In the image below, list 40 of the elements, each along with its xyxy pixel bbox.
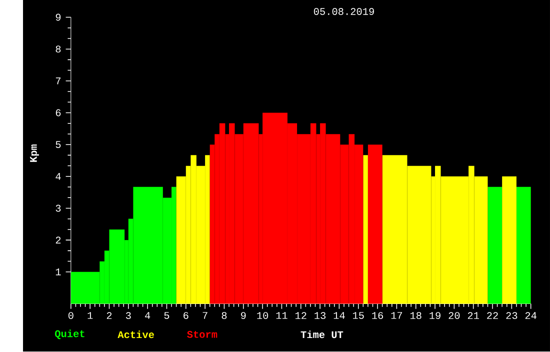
x-tick-label: 6: [184, 312, 188, 320]
y-tick-label: 4: [56, 173, 61, 180]
x-tick-label: 12: [295, 312, 306, 320]
y-tick-label: 8: [56, 46, 61, 53]
y-tick-label: 3: [56, 204, 61, 212]
y-axis-title: Kpm: [30, 144, 39, 162]
x-tick-label: 2: [106, 312, 112, 320]
x-tick-label: 5: [164, 312, 170, 320]
chart-title: 05.08.2019: [314, 8, 374, 16]
x-tick-label: 18: [410, 312, 422, 320]
text: Active: [118, 330, 154, 338]
y-tick-label: 7: [56, 78, 60, 84]
y-tick-label: 1: [56, 268, 61, 276]
x-tick-label: 7: [202, 312, 208, 319]
x-tick-label: 22: [487, 312, 498, 320]
x-tick-label: 15: [352, 312, 364, 320]
x-tick-label: 0: [68, 312, 74, 320]
x-tick-label: 23: [506, 312, 518, 320]
x-tick-label: 1: [88, 312, 93, 319]
x-tick-label: 9: [241, 312, 246, 320]
y-tick-label: 9: [56, 14, 61, 21]
x-tick-label: 19: [430, 312, 440, 320]
x-tick-label: 20: [448, 312, 460, 320]
y-tick-label: 5: [56, 141, 61, 148]
x-tick-label: 4: [145, 312, 150, 319]
x-tick-label: 10: [257, 312, 268, 320]
x-tick-label: 21: [468, 312, 479, 320]
x-tick-label: 24: [525, 312, 536, 320]
x-tick-label: 17: [391, 312, 402, 319]
x-tick-label: 13: [314, 312, 326, 320]
x-tick-label: 16: [372, 312, 383, 320]
text: Storm: [187, 331, 218, 338]
x-axis-title: Time UT: [300, 330, 344, 338]
text: Quiet: [54, 330, 84, 340]
y-tick-label: 2: [56, 236, 61, 244]
x-tick-label: 11: [276, 312, 288, 319]
y-tick-label: 6: [56, 109, 61, 116]
x-tick-label: 14: [334, 312, 345, 319]
x-tick-label: 3: [126, 312, 131, 320]
x-tick-label: 8: [222, 312, 227, 320]
